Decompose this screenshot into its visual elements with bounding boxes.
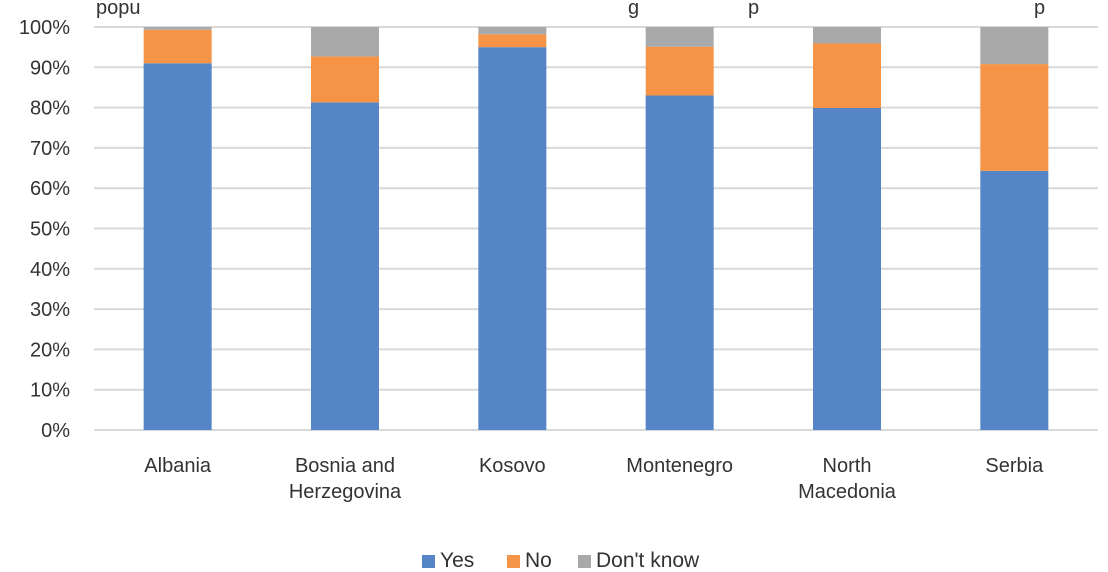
legend-swatch	[507, 555, 520, 568]
bar-segment-don-t-know	[813, 27, 881, 44]
legend-swatch	[422, 555, 435, 568]
y-tick-label: 80%	[30, 98, 70, 120]
chart-title-fragment-3: p	[1034, 0, 1045, 19]
chart-title-fragment: popu g p p	[96, 0, 1045, 19]
chart-title-fragment-1: g	[628, 0, 639, 19]
bar-segment-no	[478, 34, 547, 48]
y-tick-label: 90%	[30, 57, 70, 79]
y-tick-label: 0%	[41, 420, 70, 442]
chart-title-fragment-0: popu	[96, 0, 141, 19]
bar-segment-yes	[645, 95, 714, 430]
y-axis-tick-labels: 0% 10% 20% 30% 40% 50% 60% 70% 80% 90% 100%	[19, 17, 70, 442]
bar-segment-no	[813, 43, 881, 109]
x-category-label: North Macedonia	[798, 455, 897, 503]
bar-segment-yes	[311, 102, 379, 431]
bar-segment-don-t-know	[143, 27, 212, 30]
y-tick-label: 40%	[30, 259, 70, 281]
x-category-label: Montenegro	[626, 455, 733, 477]
x-category-label: Bosnia and Herzegovina	[289, 455, 402, 503]
bar-segment-yes	[478, 47, 547, 431]
chart-title-fragment-2: p	[748, 0, 759, 19]
bar-segment-no	[143, 29, 212, 64]
bar-segment-don-t-know	[980, 27, 1049, 65]
bar-segment-no	[311, 56, 379, 103]
y-tick-label: 10%	[30, 380, 70, 402]
bar-segment-yes	[980, 170, 1049, 430]
legend: Yes No Don't know	[422, 549, 700, 572]
bar-segment-no	[980, 64, 1049, 171]
bar-segment-yes	[813, 108, 881, 431]
y-tick-label: 70%	[30, 138, 70, 160]
x-category-label: Albania	[144, 455, 212, 477]
x-category-label: Kosovo	[479, 455, 546, 477]
bar-segment-yes	[143, 63, 212, 431]
y-tick-label: 60%	[30, 178, 70, 200]
x-axis-category-labels: Albania Bosnia and Herzegovina Kosovo Monten…	[144, 455, 1044, 503]
y-tick-label: 20%	[30, 339, 70, 361]
y-tick-label: 100%	[19, 17, 70, 39]
gridlines	[94, 26, 1098, 431]
bars	[143, 27, 1049, 431]
legend-label: Yes	[440, 549, 474, 572]
legend-label: No	[525, 549, 552, 572]
x-category-label: Serbia	[985, 455, 1044, 477]
legend-swatch	[578, 555, 591, 568]
bar-segment-don-t-know	[478, 27, 547, 35]
y-tick-label: 30%	[30, 299, 70, 321]
bar-segment-don-t-know	[645, 27, 714, 47]
bar-segment-don-t-know	[311, 27, 379, 57]
bar-segment-no	[645, 46, 714, 96]
y-tick-label: 50%	[30, 219, 70, 241]
legend-label: Don't know	[596, 549, 700, 572]
